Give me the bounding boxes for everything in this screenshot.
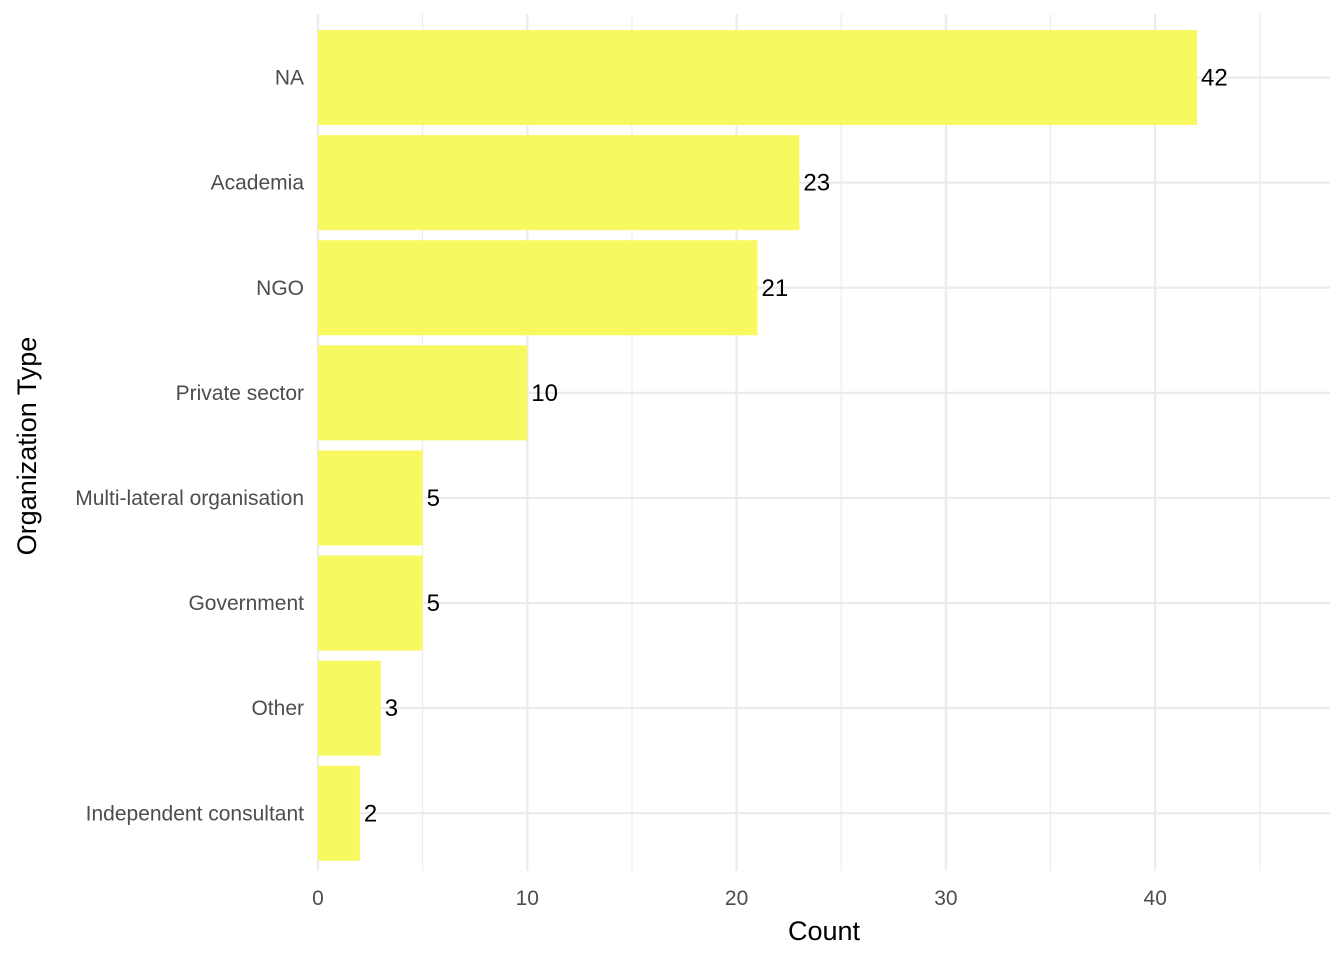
bar bbox=[318, 660, 381, 756]
x-axis-tick-labels: 0 10 20 30 40 bbox=[312, 887, 1167, 910]
x-tick-label: 0 bbox=[312, 887, 324, 910]
y-tick-label: NGO bbox=[256, 277, 304, 300]
bar-value-label: 42 bbox=[1201, 65, 1228, 92]
bar-value-label: 10 bbox=[531, 380, 558, 407]
y-axis-title: Organization Type bbox=[12, 337, 42, 556]
bar bbox=[318, 135, 800, 231]
bar-value-label: 5 bbox=[427, 590, 440, 617]
bar bbox=[318, 450, 423, 546]
y-tick-label: Multi-lateral organisation bbox=[75, 487, 304, 510]
y-tick-label: Academia bbox=[211, 172, 305, 195]
bar-value-label: 2 bbox=[364, 800, 377, 827]
bar-value-label: 23 bbox=[803, 170, 830, 197]
bar bbox=[318, 555, 423, 651]
y-tick-label: Government bbox=[188, 592, 304, 615]
x-tick-label: 10 bbox=[516, 887, 539, 910]
data-labels: 42 23 21 10 5 5 3 2 bbox=[364, 65, 1228, 828]
bar-value-label: 5 bbox=[427, 485, 440, 512]
bar bbox=[318, 30, 1198, 126]
y-tick-label: Independent consultant bbox=[86, 802, 305, 825]
y-tick-label: NA bbox=[275, 67, 304, 90]
y-tick-label: Other bbox=[251, 697, 304, 720]
x-axis-title: Count bbox=[788, 916, 861, 946]
bar bbox=[318, 765, 360, 861]
bar bbox=[318, 240, 758, 336]
bar bbox=[318, 345, 528, 441]
x-tick-label: 20 bbox=[725, 887, 748, 910]
x-tick-label: 40 bbox=[1144, 887, 1167, 910]
y-axis-tick-labels: NA Academia NGO Private sector Multi-lateral… bbox=[75, 67, 304, 826]
y-tick-label: Private sector bbox=[176, 382, 304, 405]
bars bbox=[318, 30, 1198, 861]
bar-value-label: 21 bbox=[762, 275, 789, 302]
x-tick-label: 30 bbox=[934, 887, 957, 910]
bar-value-label: 3 bbox=[385, 695, 398, 722]
